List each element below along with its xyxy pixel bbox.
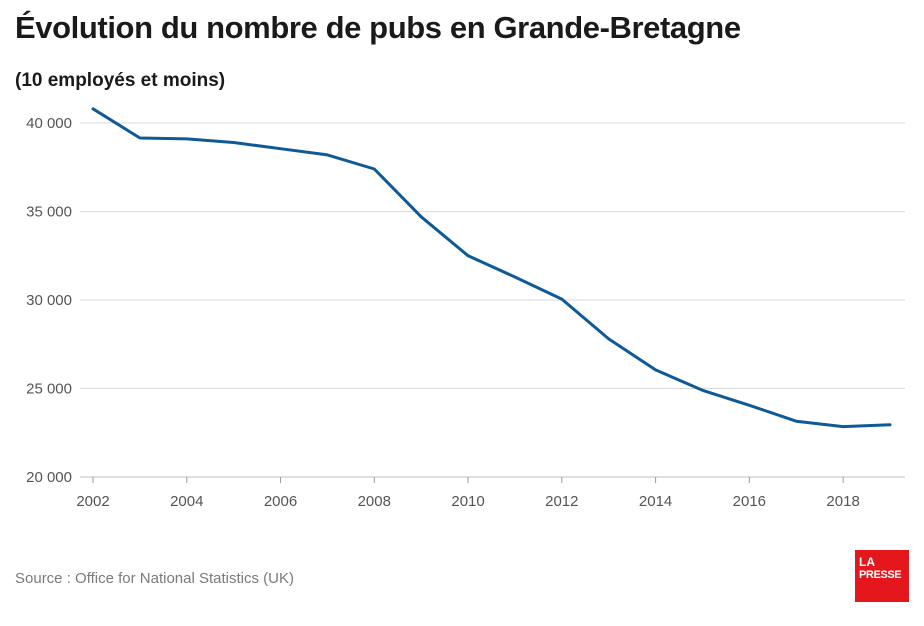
y-tick-label: 25 000 [26, 381, 72, 398]
x-tick-label: 2010 [451, 493, 484, 510]
la-presse-logo: LA PRESSE [855, 550, 909, 602]
x-tick-label: 2012 [545, 493, 578, 510]
series-line [91, 107, 892, 429]
x-tick-label: 2004 [170, 493, 203, 510]
x-tick-label: 2008 [358, 493, 391, 510]
y-axis-ticks: 20 000 25 000 30 000 35 000 40 000 [26, 115, 72, 486]
chart-subtitle: (10 employés et moins) [15, 70, 226, 91]
source-note: Source : Office for National Statistics … [15, 570, 294, 587]
y-tick-label: 20 000 [26, 469, 72, 486]
chart-title: Évolution du nombre de pubs en Grande-Br… [15, 10, 741, 45]
series-layer [91, 107, 892, 429]
x-axis-ticks: 2002 2004 2006 2008 2010 2012 2014 2016 2018 [76, 477, 860, 510]
y-tick-label: 40 000 [26, 115, 72, 132]
y-tick-label: 30 000 [26, 292, 72, 309]
x-tick-label: 2002 [76, 493, 109, 510]
x-tick-label: 2016 [733, 493, 766, 510]
grid-lines [80, 122, 905, 478]
x-tick-label: 2006 [264, 493, 297, 510]
logo-line-2: PRESSE [859, 569, 902, 581]
x-tick-label: 2014 [639, 493, 672, 510]
x-tick-label: 2018 [826, 493, 859, 510]
logo-line-1: LA [859, 555, 875, 569]
y-tick-label: 35 000 [26, 204, 72, 221]
